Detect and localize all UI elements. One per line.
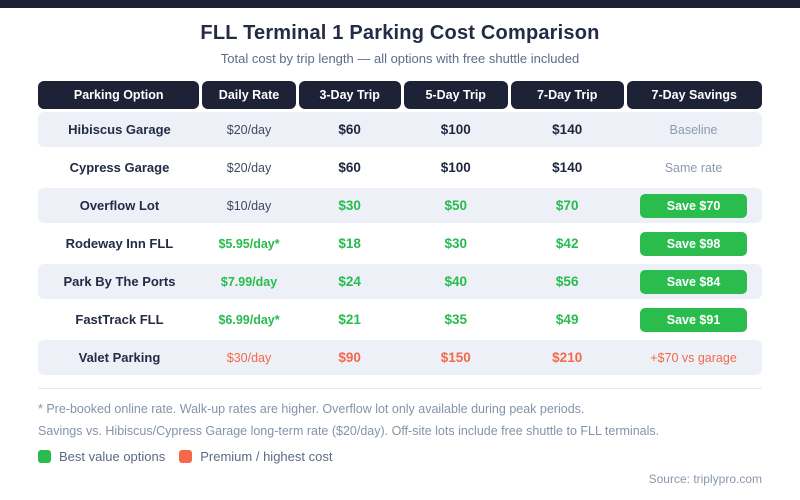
cell-5day-cost: $50 — [444, 198, 467, 213]
column-header-daily-rate: Daily Rate — [201, 81, 297, 109]
column-header-label: Parking Option — [38, 81, 200, 109]
cell-daily-rate: $6.99/day* — [218, 312, 280, 327]
page-subtitle: Total cost by trip length — all options … — [220, 51, 580, 66]
column-header-label: 3-Day Trip — [298, 81, 401, 109]
footnote-divider — [38, 388, 762, 389]
table-row-hibiscus-garage: Hibiscus Garage $20/day $60 $100 $140 Baselin… — [38, 112, 762, 147]
cell-3day-cost: $60 — [338, 122, 361, 137]
table-body: Hibiscus Garage $20/day $60 $100 $140 Baselin… — [38, 112, 762, 375]
table-row-rodeway-inn-fll: Rodeway Inn FLL $5.95/day* $18 $30 $42 Save $… — [38, 226, 762, 261]
cell-5day-cost: $40 — [444, 274, 467, 289]
cell-5day-cost: $35 — [444, 312, 467, 327]
footnote-line-1: * Pre-booked online rate. Walk-up rates … — [38, 402, 585, 416]
savings-badge: Save $84 — [640, 269, 748, 294]
cell-7day-savings: Save $84 — [625, 269, 762, 294]
cell-7day-cost: $140 — [552, 160, 583, 175]
column-header-label: 5-Day Trip — [403, 81, 508, 109]
savings-badge: Save $70 — [640, 193, 748, 218]
table-row-valet-parking: Valet Parking $30/day $90 $150 $210 +$70 vs g… — [38, 340, 762, 375]
cell-7day-savings: Baseline — [669, 122, 718, 137]
cell-option-name: Overflow Lot — [79, 198, 160, 213]
column-header-label: 7-Day Savings — [626, 81, 762, 109]
parking-comparison-table: Parking Option Daily Rate 3-Day Trip 5-Day … — [38, 81, 762, 375]
cell-5day-cost: $150 — [440, 350, 471, 365]
column-header-3-day-trip: 3-Day Trip — [297, 81, 402, 109]
legend-item-best-value-options: Best value options — [38, 449, 165, 464]
column-header-7-day-savings: 7-Day Savings — [625, 81, 762, 109]
cell-7day-cost: $42 — [555, 236, 579, 251]
legend-item-premium-highest-cost: Premium / highest cost — [179, 449, 332, 464]
column-header-7-day-trip: 7-Day Trip — [509, 81, 625, 109]
legend-swatch-icon — [179, 450, 193, 463]
cell-3day-cost: $60 — [338, 160, 361, 175]
cell-daily-rate: $20/day — [226, 160, 272, 175]
cell-option-name: Rodeway Inn FLL — [65, 236, 174, 251]
cell-7day-cost: $49 — [555, 312, 579, 327]
cell-7day-cost: $70 — [555, 198, 579, 213]
cell-7day-savings: Same rate — [664, 160, 723, 175]
column-header-label: 7-Day Trip — [510, 81, 624, 109]
legend-label: Premium / highest cost — [200, 449, 333, 464]
cell-7day-savings: Save $91 — [625, 307, 762, 332]
legend-swatch-icon — [38, 450, 51, 463]
cell-7day-cost: $140 — [552, 122, 583, 137]
table-row-overflow-lot: Overflow Lot $10/day $30 $50 $70 Save $70 — [38, 188, 762, 223]
cell-5day-cost: $30 — [444, 236, 467, 251]
table-header-row: Parking Option Daily Rate 3-Day Trip 5-Day … — [38, 81, 762, 109]
cell-7day-cost: $56 — [555, 274, 579, 289]
cell-daily-rate: $30/day — [226, 350, 272, 365]
cell-option-name: Cypress Garage — [69, 160, 170, 175]
cell-5day-cost: $100 — [440, 122, 471, 137]
cell-3day-cost: $24 — [338, 274, 361, 289]
cell-daily-rate: $5.95/day* — [218, 236, 280, 251]
cell-7day-cost: $210 — [552, 350, 583, 365]
cell-3day-cost: $21 — [338, 312, 361, 327]
legend-label: Best value options — [59, 449, 166, 464]
table-row-cypress-garage: Cypress Garage $20/day $60 $100 $140 Same rat… — [38, 150, 762, 185]
cell-5day-cost: $100 — [440, 160, 471, 175]
cell-7day-savings: Save $98 — [625, 231, 762, 256]
footnotes: * Pre-booked online rate. Walk-up rates … — [38, 398, 762, 442]
cell-daily-rate: $7.99/day — [220, 274, 278, 289]
cell-7day-savings: Save $70 — [625, 193, 762, 218]
cell-3day-cost: $30 — [338, 198, 361, 213]
table-row-park-by-the-ports: Park By The Ports $7.99/day $24 $40 $56 Save … — [38, 264, 762, 299]
column-header-label: Daily Rate — [202, 81, 296, 109]
savings-badge: Save $98 — [640, 231, 748, 256]
top-accent-bar — [0, 0, 800, 8]
cell-3day-cost: $18 — [338, 236, 361, 251]
column-header-5-day-trip: 5-Day Trip — [402, 81, 509, 109]
savings-badge: Save $91 — [640, 307, 748, 332]
cell-daily-rate: $10/day — [226, 198, 272, 213]
table-row-fasttrack-fll: FastTrack FLL $6.99/day* $21 $35 $49 Save $91 — [38, 302, 762, 337]
legend: Best value options Premium / highest cost — [38, 449, 762, 464]
cell-7day-savings: +$70 vs garage — [650, 350, 737, 365]
cell-3day-cost: $90 — [338, 350, 361, 365]
cell-option-name: Hibiscus Garage — [68, 122, 171, 137]
source-credit: Source: triplypro.com — [648, 472, 762, 486]
page-title: FLL Terminal 1 Parking Cost Comparison — [200, 22, 600, 44]
cell-daily-rate: $20/day — [226, 122, 272, 137]
cell-option-name: FastTrack FLL — [75, 312, 164, 327]
cell-option-name: Valet Parking — [78, 350, 161, 365]
cell-option-name: Park By The Ports — [63, 274, 176, 289]
column-header-parking-option: Parking Option — [38, 81, 201, 109]
footnote-line-2: Savings vs. Hibiscus/Cypress Garage long… — [38, 424, 660, 438]
